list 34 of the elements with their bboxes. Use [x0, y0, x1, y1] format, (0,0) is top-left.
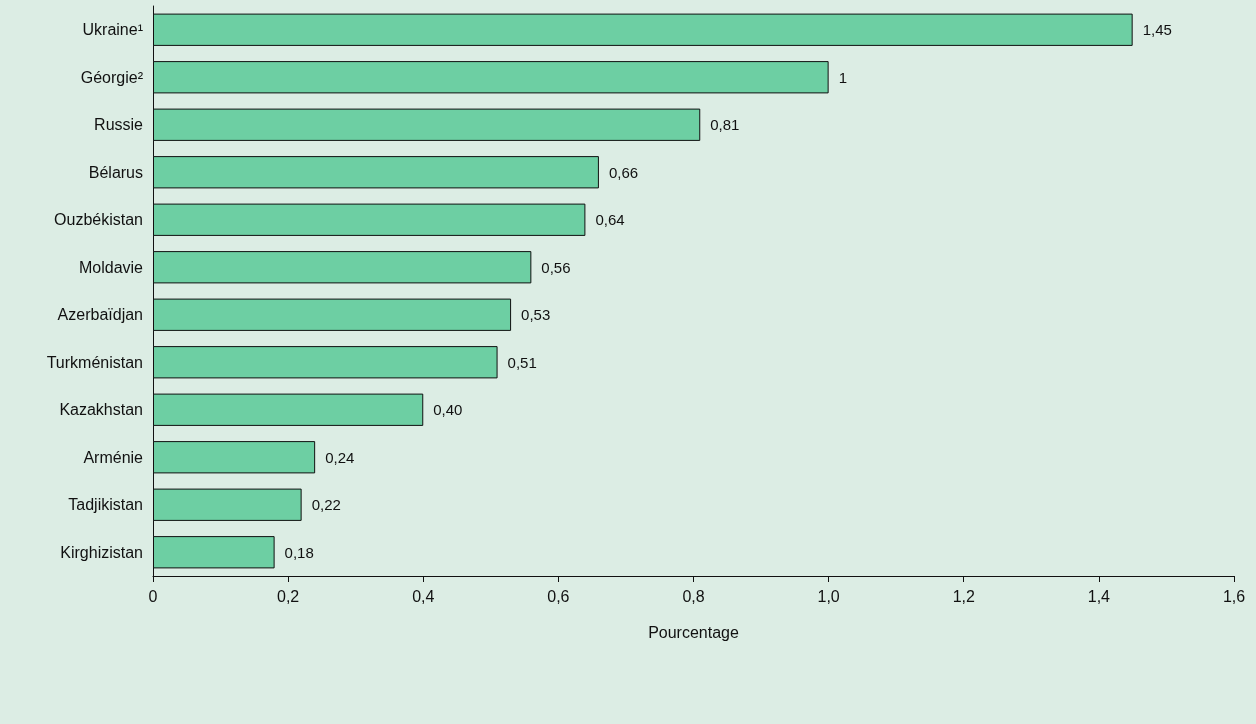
y-tick-label: Bélarus: [88, 163, 143, 181]
y-tick-label: Kirghizistan: [60, 543, 143, 561]
data-label: 0,18: [284, 543, 314, 561]
x-tick-label: 0: [148, 587, 158, 605]
data-label: 0,56: [541, 258, 571, 276]
x-tick-label: 1,0: [817, 587, 840, 605]
x-tick-label: 0,8: [682, 587, 705, 605]
y-tick-label: Turkménistan: [46, 353, 143, 371]
data-label: 0,64: [595, 211, 625, 229]
y-tick-label: Ouzbékistan: [54, 211, 143, 229]
x-tick-label: 1,6: [1222, 587, 1246, 605]
y-tick-label: Kazakhstan: [59, 401, 143, 419]
data-label: 0,24: [325, 448, 355, 466]
data-label: 1,45: [1142, 21, 1172, 39]
data-label: 0,53: [521, 306, 551, 324]
x-tick-label: 1,4: [1087, 587, 1111, 605]
data-label: 0,40: [433, 401, 463, 419]
data-label: 0,81: [710, 116, 740, 134]
x-axis-title: Pourcentage: [648, 623, 739, 641]
y-tick-label: Ukraine¹: [82, 21, 143, 39]
y-tick-label: Azerbaïdjan: [57, 306, 143, 324]
y-tick-label: Moldavie: [78, 258, 144, 276]
y-tick-label: Russie: [94, 116, 144, 134]
data-label: 1: [838, 68, 847, 86]
x-tick-label: 1,2: [952, 587, 975, 605]
data-label: 0,66: [608, 163, 639, 181]
x-tick-label: 0,6: [547, 587, 570, 605]
y-tick-label: Géorgie²: [80, 68, 144, 86]
y-tick-label: Tadjikistan: [68, 496, 143, 514]
data-label: 0,22: [311, 496, 341, 514]
x-tick-label: 0,2: [277, 587, 300, 605]
y-tick-label: Arménie: [83, 448, 144, 466]
data-label: 0,51: [507, 353, 537, 371]
x-tick-label: 0,4: [412, 587, 435, 605]
